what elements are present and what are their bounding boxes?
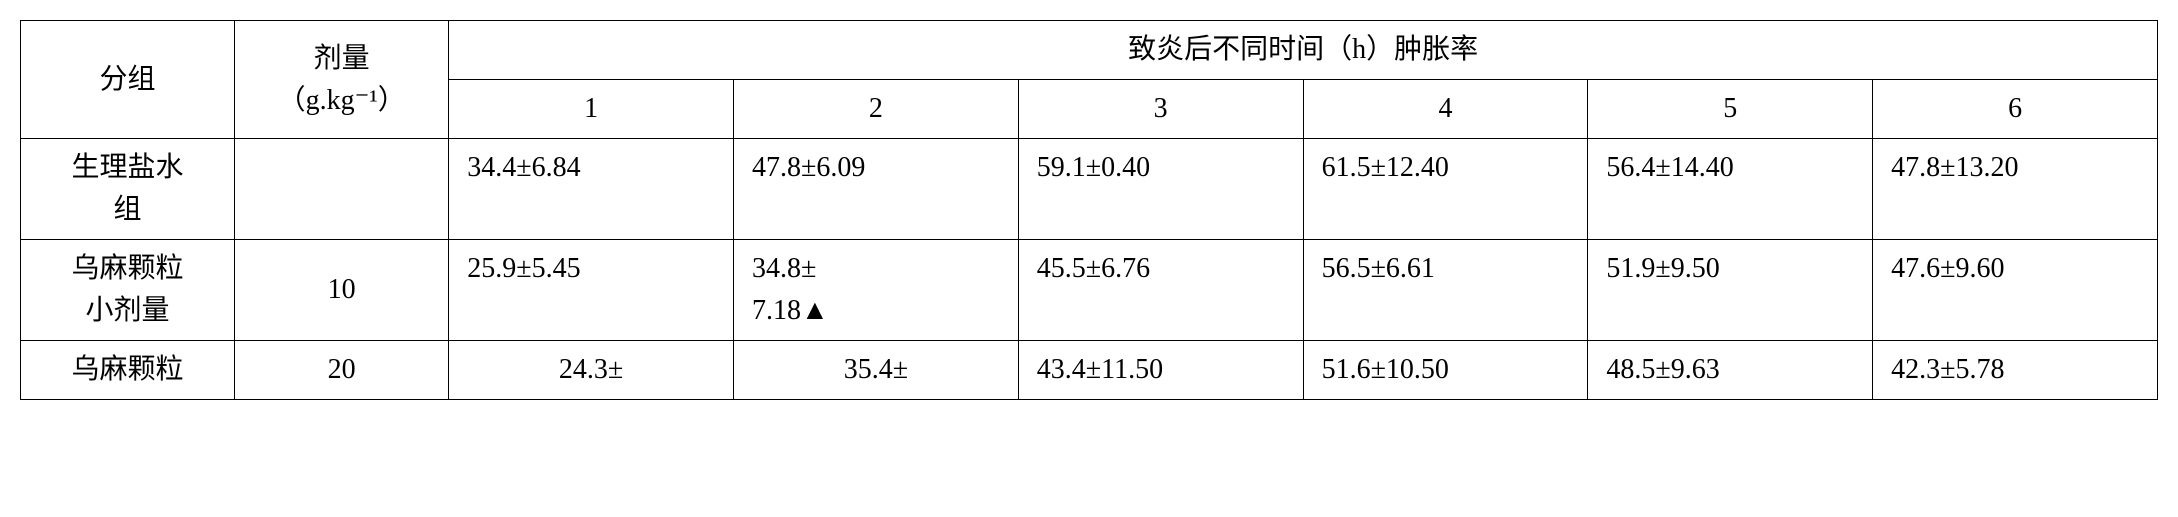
- cell-val: 45.5±6.76: [1018, 240, 1303, 341]
- col-time-6: 6: [1873, 80, 2158, 139]
- cell-val: 61.5±12.40: [1303, 139, 1588, 240]
- table-row: 乌麻颗粒 小剂量 10 25.9±5.45 34.8± 7.18▲ 45.5±6…: [21, 240, 2158, 341]
- cell-group: 乌麻颗粒: [21, 341, 235, 400]
- cell-val: 47.8±13.20: [1873, 139, 2158, 240]
- col-time-2: 2: [734, 80, 1019, 139]
- cell-dose: 10: [235, 240, 449, 341]
- cell-val: 24.3±: [449, 341, 734, 400]
- cell-val: 48.5±9.63: [1588, 341, 1873, 400]
- col-group: 分组: [21, 21, 235, 139]
- table-row: 生理盐水 组 34.4±6.84 47.8±6.09 59.1±0.40 61.…: [21, 139, 2158, 240]
- cell-val: 47.6±9.60: [1873, 240, 2158, 341]
- header-row-1: 分组 剂量 （g.kg⁻¹） 致炎后不同时间（h）肿胀率: [21, 21, 2158, 80]
- cell-val: 59.1±0.40: [1018, 139, 1303, 240]
- cell-val: 43.4±11.50: [1018, 341, 1303, 400]
- cell-val: 35.4±: [734, 341, 1019, 400]
- col-time-4: 4: [1303, 80, 1588, 139]
- cell-val: 47.8±6.09: [734, 139, 1019, 240]
- col-time-3: 3: [1018, 80, 1303, 139]
- cell-val: 25.9±5.45: [449, 240, 734, 341]
- cell-dose: 20: [235, 341, 449, 400]
- cell-val: 56.5±6.61: [1303, 240, 1588, 341]
- cell-val: 42.3±5.78: [1873, 341, 2158, 400]
- cell-val: 51.6±10.50: [1303, 341, 1588, 400]
- cell-val: 34.4±6.84: [449, 139, 734, 240]
- col-swelling-title: 致炎后不同时间（h）肿胀率: [449, 21, 2158, 80]
- table-row: 乌麻颗粒 20 24.3± 35.4± 43.4±11.50 51.6±10.5…: [21, 341, 2158, 400]
- col-time-1: 1: [449, 80, 734, 139]
- cell-group: 乌麻颗粒 小剂量: [21, 240, 235, 341]
- swelling-rate-table: 分组 剂量 （g.kg⁻¹） 致炎后不同时间（h）肿胀率 1 2 3 4 5 6…: [20, 20, 2158, 400]
- cell-val: 34.8± 7.18▲: [734, 240, 1019, 341]
- cell-dose: [235, 139, 449, 240]
- col-dose: 剂量 （g.kg⁻¹）: [235, 21, 449, 139]
- cell-group: 生理盐水 组: [21, 139, 235, 240]
- cell-val: 56.4±14.40: [1588, 139, 1873, 240]
- cell-val: 51.9±9.50: [1588, 240, 1873, 341]
- col-time-5: 5: [1588, 80, 1873, 139]
